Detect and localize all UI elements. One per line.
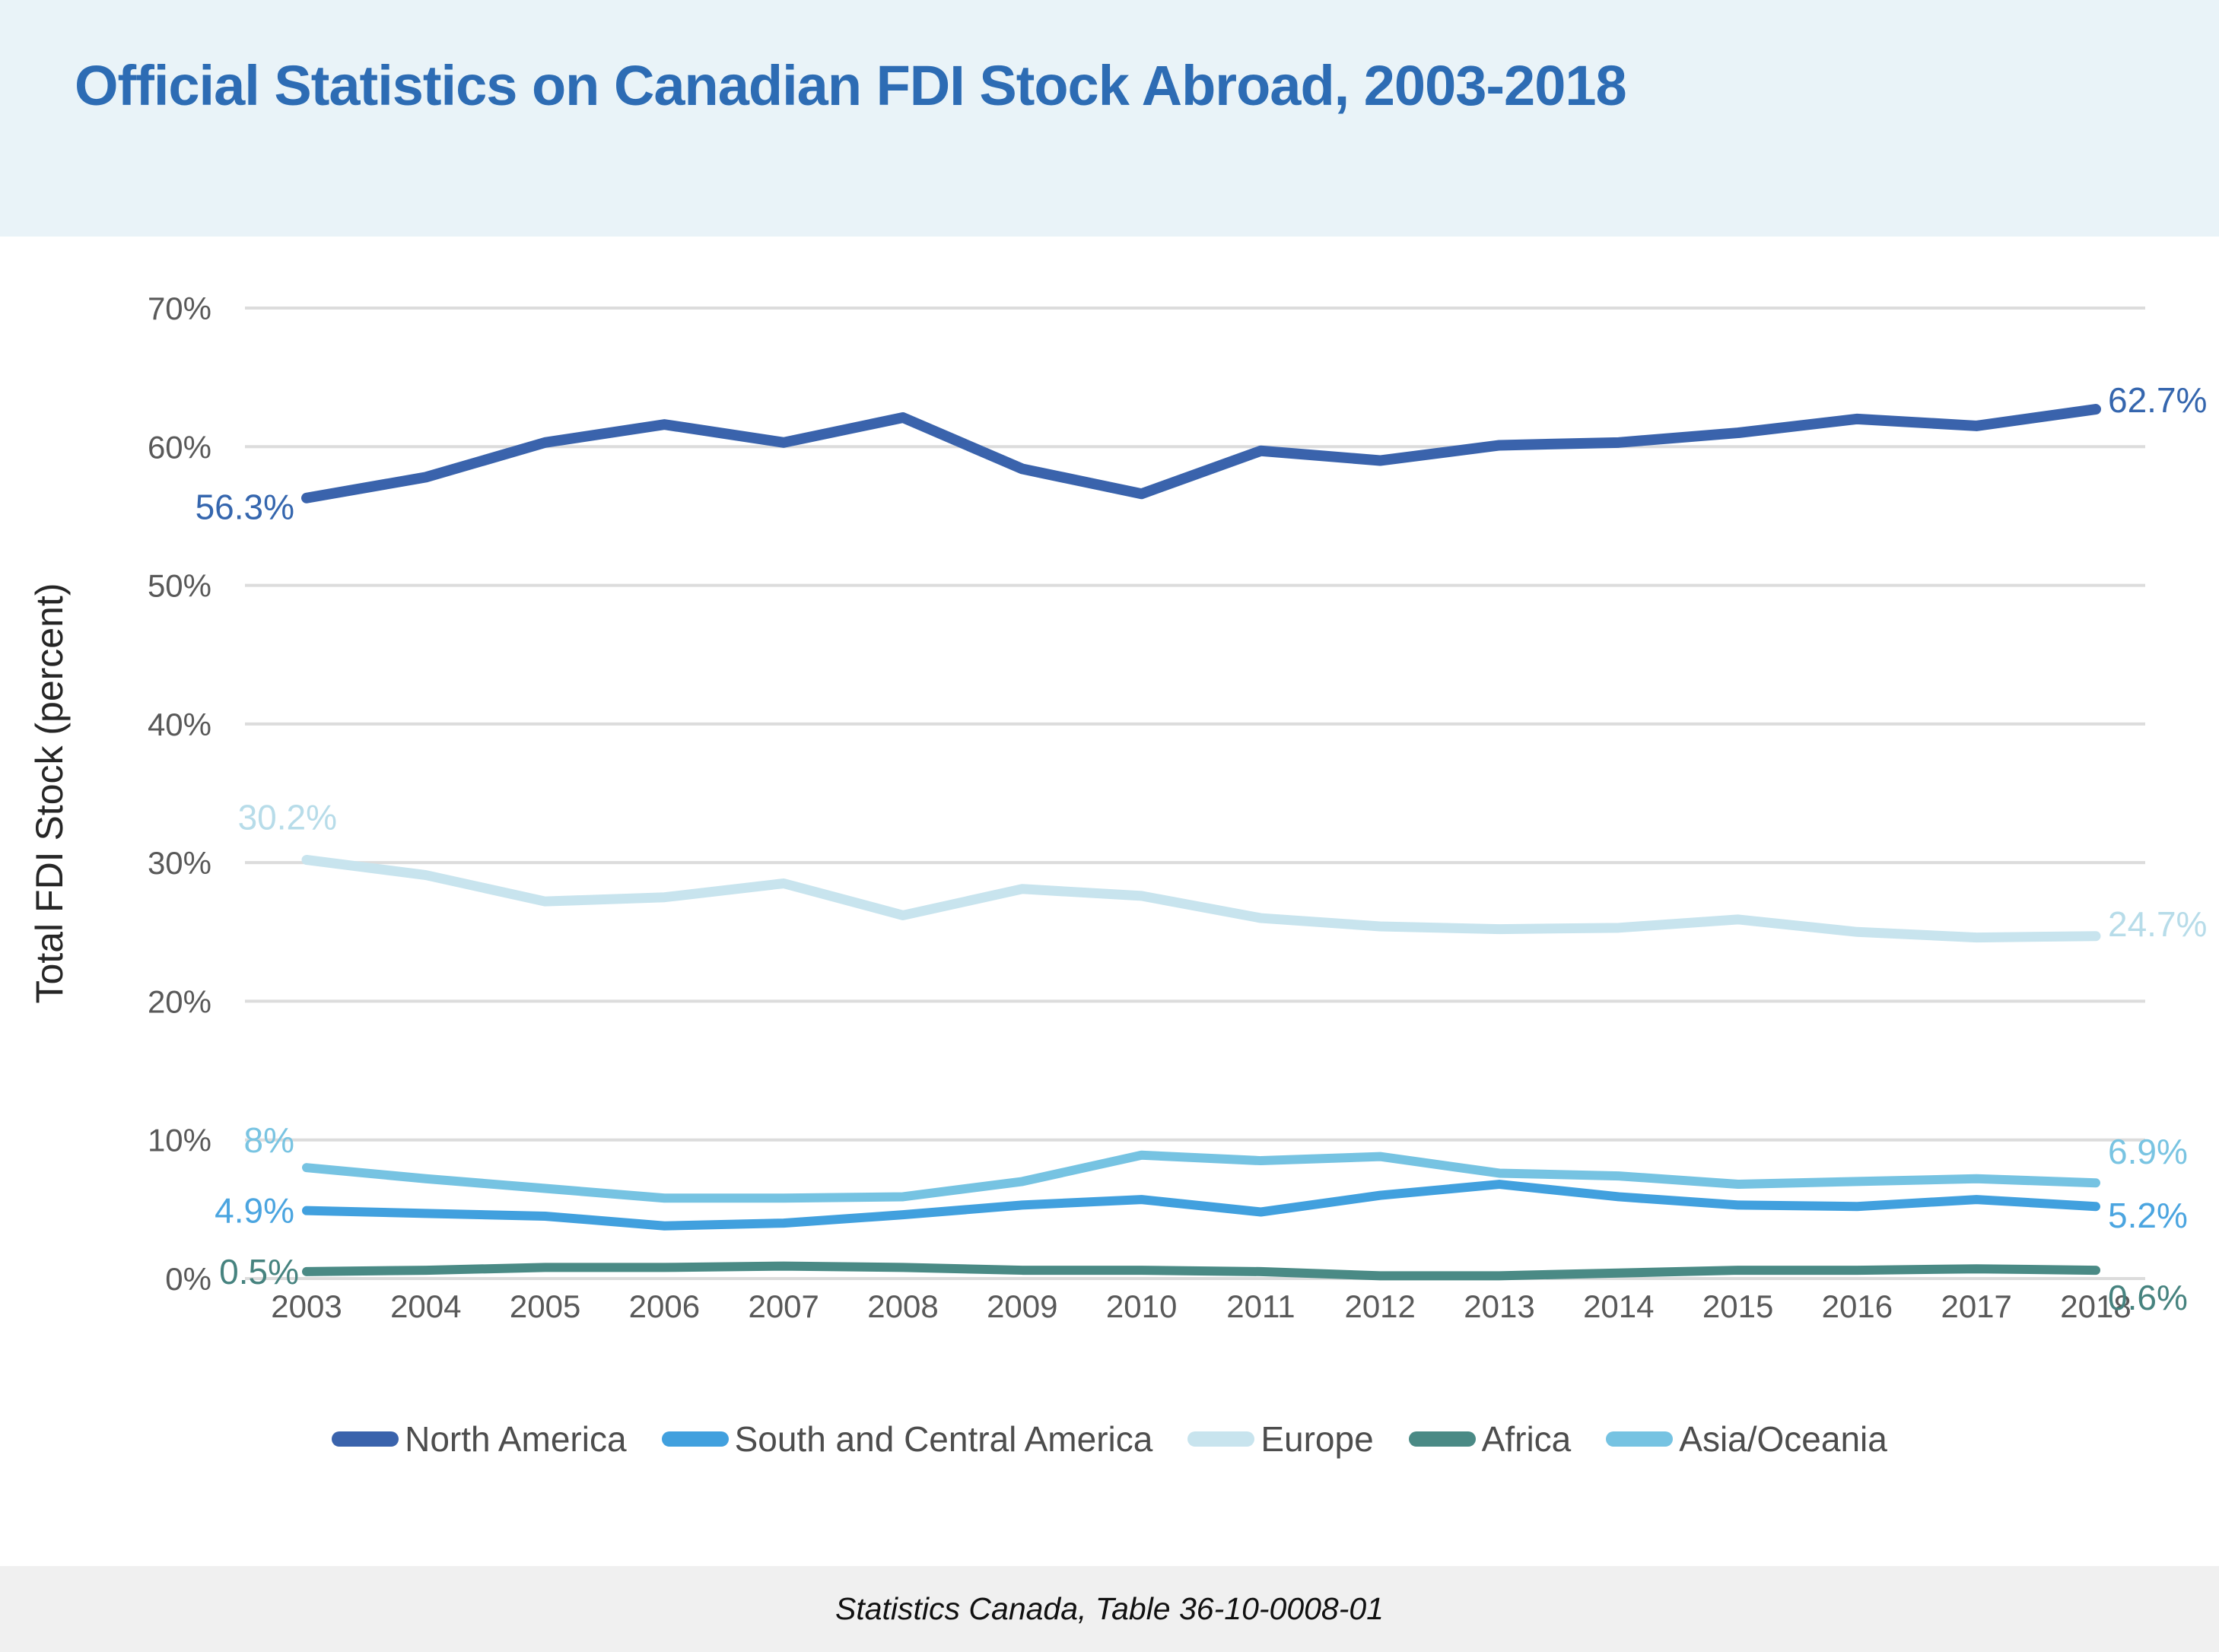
x-tick-label: 2003 xyxy=(271,1288,342,1324)
legend-item-africa: Africa xyxy=(1408,1418,1572,1460)
legend-item-europe: Europe xyxy=(1187,1418,1374,1460)
series-start-label-north-america: 56.3% xyxy=(196,488,294,527)
x-tick-label: 2006 xyxy=(629,1288,700,1324)
legend-swatch-icon xyxy=(661,1431,729,1447)
x-tick-labels: 2003 2004 2005 2006 2007 2008 2009 2010 2011 2012… xyxy=(271,1288,2131,1324)
legend-label: Europe xyxy=(1261,1419,1374,1459)
legend-label: Asia/Oceania xyxy=(1679,1419,1887,1459)
x-tick-label: 2017 xyxy=(1941,1288,2011,1324)
y-tick-label: 50% xyxy=(148,568,211,604)
y-tick-label: 10% xyxy=(148,1123,211,1158)
x-tick-label: 2010 xyxy=(1106,1288,1177,1324)
legend-swatch-icon xyxy=(332,1431,399,1447)
legend-label: Africa xyxy=(1481,1419,1572,1459)
x-tick-label: 2012 xyxy=(1344,1288,1415,1324)
series-start-label-asia-oceania: 8% xyxy=(244,1120,294,1160)
y-tick-label: 30% xyxy=(148,845,211,881)
y-axis-title: Total FDI Stock (percent) xyxy=(28,583,71,1004)
series-line-south-and-central-america xyxy=(302,1180,2100,1231)
series-line-europe xyxy=(301,854,2101,943)
x-tick-label: 2008 xyxy=(867,1288,938,1324)
x-tick-label: 2005 xyxy=(510,1288,580,1324)
source-note: Statistics Canada, Table 36-10-0008-01 xyxy=(835,1591,1384,1626)
series-start-label-africa: 0.5% xyxy=(219,1252,299,1291)
x-tick-label: 2009 xyxy=(987,1288,1057,1324)
series-line-north-america xyxy=(301,404,2101,504)
legend-swatch-icon xyxy=(1606,1431,1674,1447)
header-band: Official Statistics on Canadian FDI Stoc… xyxy=(0,0,2219,237)
legend-label: North America xyxy=(405,1419,627,1459)
series-line-africa xyxy=(302,1261,2100,1281)
series-point-labels: 56.3% 62.7% 4.9% 5.2% 30.2% 24.7% 0.5% 0.6% 8% 6.… xyxy=(196,380,2208,1317)
y-tick-label: 60% xyxy=(148,429,211,465)
y-tick-label: 40% xyxy=(148,707,211,742)
y-tick-label: 20% xyxy=(148,983,211,1019)
page-title: Official Statistics on Canadian FDI Stoc… xyxy=(75,54,1627,117)
x-tick-label: 2013 xyxy=(1464,1288,1534,1324)
x-tick-label: 2011 xyxy=(1226,1288,1295,1324)
legend-item-asia-oceania: Asia/Oceania xyxy=(1606,1418,1887,1460)
series-start-label-europe: 30.2% xyxy=(238,797,337,837)
x-tick-label: 2004 xyxy=(390,1288,461,1324)
series-lines xyxy=(301,404,2101,1281)
y-tick-label: 70% xyxy=(148,291,211,326)
series-end-label-asia-oceania: 6.9% xyxy=(2108,1132,2188,1171)
legend-swatch-icon xyxy=(1187,1431,1255,1447)
y-tick-labels: 0% 10% 20% 30% 40% 50% 60% 70% xyxy=(148,291,211,1297)
x-tick-label: 2018 xyxy=(2060,1288,2131,1324)
legend-item-south-and-central-america: South and Central America xyxy=(661,1418,1153,1460)
series-end-label-africa: 0.6% xyxy=(2108,1278,2188,1317)
series-start-label-south-and-central-america: 4.9% xyxy=(215,1191,294,1231)
legend: North America South and Central America Eu… xyxy=(0,1415,2219,1463)
legend-label: South and Central America xyxy=(734,1419,1153,1459)
legend-swatch-icon xyxy=(1408,1431,1476,1447)
x-tick-label: 2015 xyxy=(1702,1288,1773,1324)
series-end-label-south-and-central-america: 5.2% xyxy=(2108,1196,2188,1235)
y-tick-label: 0% xyxy=(165,1261,211,1297)
series-line-asia-oceania xyxy=(302,1150,2100,1203)
x-tick-label: 2014 xyxy=(1583,1288,1654,1324)
x-tick-label: 2016 xyxy=(1822,1288,1893,1324)
x-tick-label: 2007 xyxy=(748,1288,819,1324)
footer-band: Statistics Canada, Table 36-10-0008-01 xyxy=(0,1566,2219,1652)
legend-item-north-america: North America xyxy=(332,1418,627,1460)
gridlines xyxy=(245,307,2145,1280)
series-end-label-europe: 24.7% xyxy=(2108,904,2207,944)
series-end-label-north-america: 62.7% xyxy=(2108,380,2207,420)
